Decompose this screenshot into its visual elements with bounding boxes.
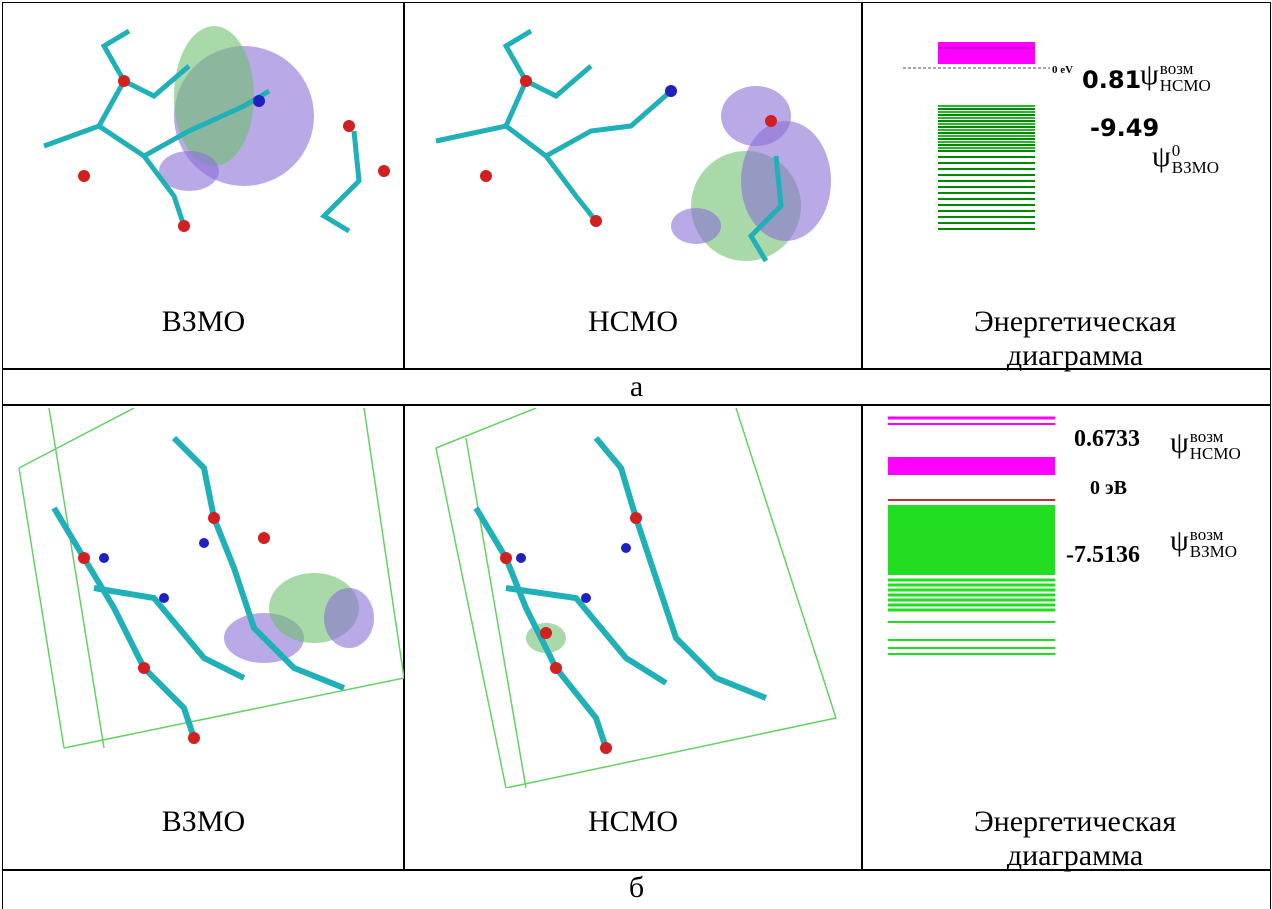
table-cell: б <box>2 869 1271 909</box>
caption: Энергетическая диаграмма <box>960 305 1190 373</box>
zero-label: 0 eV <box>1052 64 1073 76</box>
caption: ВЗМО <box>2 805 405 839</box>
caption: НСМО <box>403 805 863 839</box>
superscript: возм <box>1190 526 1237 543</box>
energy-value: 0.81 <box>1082 66 1141 94</box>
table-cell: а <box>2 368 1271 406</box>
page: {"rows": [ {"captions": ["ВЗМО", "НСМО",… <box>0 0 1272 908</box>
subscript: НСМО <box>1160 77 1211 94</box>
subscript: ВЗМО <box>1172 159 1219 176</box>
psi: ψ <box>1170 524 1189 557</box>
subscript: НСМО <box>1190 445 1241 462</box>
energy-value: -7.5136 <box>1066 542 1140 569</box>
psi: ψ <box>1140 58 1159 91</box>
subscript: ВЗМО <box>1190 543 1237 560</box>
molecule-image <box>406 6 861 266</box>
superscript: 0 <box>1172 142 1219 159</box>
caption: НСМО <box>403 305 863 339</box>
molecule-image <box>4 408 404 758</box>
panel-label: б <box>3 870 1270 906</box>
energy-diagram <box>885 412 1065 672</box>
molecule-image <box>406 408 856 788</box>
psi: ψ <box>1152 140 1171 173</box>
superscript: возм <box>1190 428 1241 445</box>
caption: Энергетическая диаграмма <box>960 805 1190 873</box>
molecule-image <box>4 6 404 266</box>
caption: ВЗМО <box>2 305 405 339</box>
superscript: возм <box>1160 60 1211 77</box>
psi: ψ <box>1170 426 1189 459</box>
energy-value: -9.49 <box>1090 114 1159 142</box>
zero-label: 0 эВ <box>1090 477 1127 500</box>
energy-value: 0.6733 <box>1074 426 1140 453</box>
panel-label: а <box>3 369 1270 405</box>
